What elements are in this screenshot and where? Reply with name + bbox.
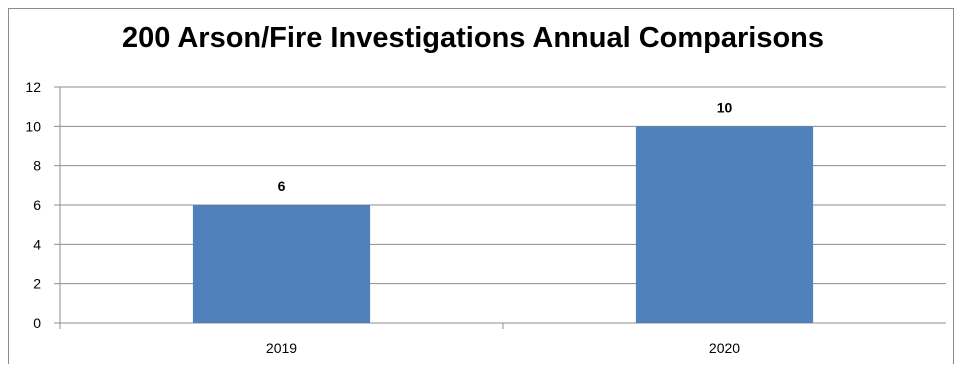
bar-2020 bbox=[635, 126, 814, 323]
x-tick-label-2020: 2020 bbox=[709, 340, 740, 356]
y-tick-label: 10 bbox=[25, 118, 41, 134]
y-tick-label: 2 bbox=[33, 276, 41, 292]
y-tick-label: 0 bbox=[33, 315, 41, 331]
bar-2019 bbox=[192, 205, 371, 323]
x-tick-label-2019: 2019 bbox=[266, 340, 297, 356]
data-label-2020: 10 bbox=[717, 99, 733, 115]
data-label-2019: 6 bbox=[278, 178, 286, 194]
y-tick-label: 8 bbox=[33, 158, 41, 174]
y-tick-label: 12 bbox=[25, 79, 41, 95]
chart-title: 200 Arson/Fire Investigations Annual Com… bbox=[121, 22, 825, 54]
y-tick-label: 6 bbox=[33, 197, 41, 213]
y-tick-label: 4 bbox=[33, 236, 41, 252]
